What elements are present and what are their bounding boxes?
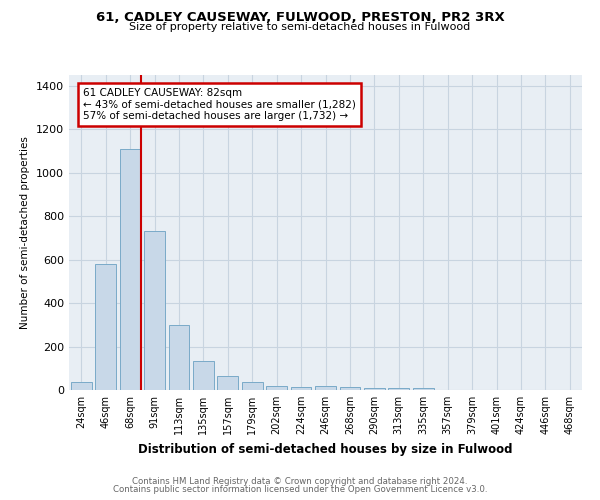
Bar xyxy=(340,386,361,390)
Bar xyxy=(95,264,116,390)
Text: 61, CADLEY CAUSEWAY, FULWOOD, PRESTON, PR2 3RX: 61, CADLEY CAUSEWAY, FULWOOD, PRESTON, P… xyxy=(95,11,505,24)
Bar xyxy=(71,382,92,390)
Bar xyxy=(388,388,409,390)
Y-axis label: Number of semi-detached properties: Number of semi-detached properties xyxy=(20,136,31,329)
Bar xyxy=(193,360,214,390)
Bar xyxy=(217,376,238,390)
Bar xyxy=(266,386,287,390)
Bar xyxy=(169,325,190,390)
Text: Contains public sector information licensed under the Open Government Licence v3: Contains public sector information licen… xyxy=(113,484,487,494)
Bar xyxy=(119,149,140,390)
Bar xyxy=(315,386,336,390)
Bar xyxy=(242,382,263,390)
X-axis label: Distribution of semi-detached houses by size in Fulwood: Distribution of semi-detached houses by … xyxy=(138,442,513,456)
Bar xyxy=(290,386,311,390)
Text: Size of property relative to semi-detached houses in Fulwood: Size of property relative to semi-detach… xyxy=(130,22,470,32)
Bar xyxy=(413,388,434,390)
Bar xyxy=(144,232,165,390)
Bar xyxy=(364,388,385,390)
Text: Contains HM Land Registry data © Crown copyright and database right 2024.: Contains HM Land Registry data © Crown c… xyxy=(132,477,468,486)
Text: 61 CADLEY CAUSEWAY: 82sqm
← 43% of semi-detached houses are smaller (1,282)
57% : 61 CADLEY CAUSEWAY: 82sqm ← 43% of semi-… xyxy=(83,88,356,121)
